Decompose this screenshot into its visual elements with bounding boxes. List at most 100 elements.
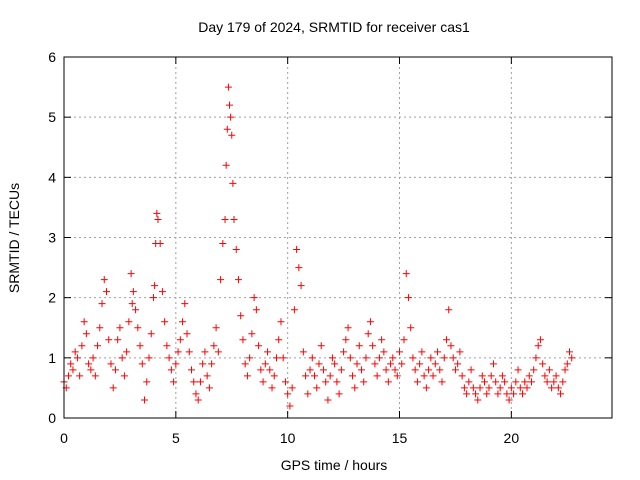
data-point (539, 360, 547, 368)
data-point (449, 354, 457, 362)
data-point (297, 282, 305, 290)
data-point (445, 306, 453, 314)
data-point (523, 384, 531, 392)
data-point (252, 306, 260, 314)
data-point (313, 384, 321, 392)
data-point (431, 360, 439, 368)
data-point (219, 240, 227, 248)
data-point (120, 372, 128, 380)
data-point (340, 348, 348, 356)
y-axis-label: SRMTID / TECUs (6, 183, 22, 293)
data-point (172, 360, 180, 368)
data-point (541, 372, 549, 380)
data-point (246, 354, 254, 362)
data-point (151, 282, 159, 290)
data-point (143, 378, 151, 386)
data-point (434, 348, 442, 356)
data-point (384, 378, 392, 386)
data-point (107, 360, 115, 368)
data-point (512, 378, 520, 386)
data-point (224, 83, 232, 91)
data-point (349, 372, 357, 380)
data-point (96, 324, 104, 332)
data-point (489, 360, 497, 368)
data-point (82, 330, 90, 338)
data-point (456, 348, 464, 356)
y-tick-label: 6 (48, 49, 56, 65)
data-point (203, 372, 211, 380)
x-tick-label: 10 (280, 430, 296, 446)
data-point (498, 372, 506, 380)
data-point (391, 366, 399, 374)
data-point (519, 390, 527, 398)
data-point (264, 348, 272, 356)
data-point (185, 348, 193, 356)
data-point (286, 402, 294, 410)
data-point (380, 348, 388, 356)
data-point (485, 384, 493, 392)
data-point (342, 336, 350, 344)
data-point (299, 348, 307, 356)
data-point (118, 354, 126, 362)
data-point (109, 384, 117, 392)
data-point (243, 372, 251, 380)
data-point (201, 348, 209, 356)
data-point (261, 360, 269, 368)
data-point (458, 372, 466, 380)
data-point (222, 161, 230, 169)
data-point (248, 330, 256, 338)
data-point (510, 390, 518, 398)
data-point (425, 366, 433, 374)
data-point (568, 354, 576, 362)
data-point (481, 378, 489, 386)
data-point (100, 276, 108, 284)
data-point (344, 324, 352, 332)
data-point (404, 294, 412, 302)
data-point (156, 240, 164, 248)
data-point (530, 366, 538, 374)
data-point (196, 378, 204, 386)
data-point (187, 366, 195, 374)
data-point (179, 318, 187, 326)
data-point (241, 360, 249, 368)
data-point (487, 372, 495, 380)
data-point (387, 360, 395, 368)
data-point (357, 366, 365, 374)
data-point (335, 390, 343, 398)
data-point (123, 348, 131, 356)
data-point (451, 366, 459, 374)
data-point (250, 294, 258, 302)
data-point (418, 348, 426, 356)
data-point (422, 384, 430, 392)
x-tick-label: 0 (60, 430, 68, 446)
data-point (158, 288, 166, 296)
data-point (129, 288, 137, 296)
data-point (288, 384, 296, 392)
data-point (145, 354, 153, 362)
data-point (398, 360, 406, 368)
x-tick-label: 15 (392, 430, 408, 446)
data-point (80, 318, 88, 326)
data-point (167, 366, 175, 374)
data-point (407, 324, 415, 332)
data-point (183, 330, 191, 338)
data-point (161, 318, 169, 326)
data-point (534, 342, 542, 350)
data-point (181, 300, 189, 308)
data-point (281, 378, 289, 386)
data-point (416, 360, 424, 368)
data-point (147, 330, 155, 338)
data-point (76, 372, 84, 380)
data-point (382, 366, 390, 374)
data-point (353, 360, 361, 368)
data-point (503, 390, 511, 398)
x-tick-label: 5 (172, 430, 180, 446)
y-tick-label: 0 (48, 410, 56, 426)
data-points (60, 83, 576, 410)
data-point (548, 384, 556, 392)
data-point (125, 318, 133, 326)
data-point (255, 342, 263, 350)
data-point (322, 378, 330, 386)
data-point (284, 390, 292, 398)
data-point (355, 342, 363, 350)
